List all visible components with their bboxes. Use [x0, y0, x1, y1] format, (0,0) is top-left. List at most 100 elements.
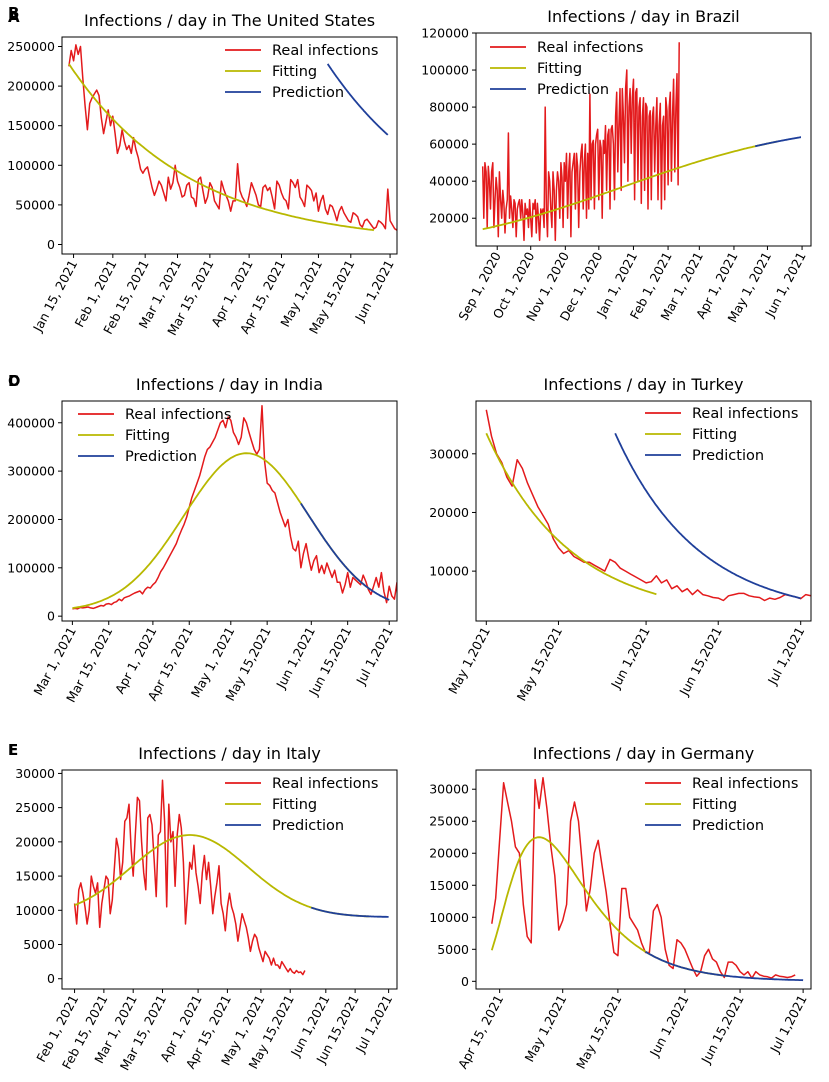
y-tick-label: 200000	[7, 79, 55, 94]
x-tick-label: May 15,2021	[514, 624, 566, 703]
y-tick-label: 25000	[429, 814, 469, 829]
legend-real-label: Real infections	[272, 776, 378, 792]
x-tick-label: Jun 1,2021	[351, 257, 396, 324]
y-tick-label: 0	[47, 609, 55, 624]
plot-frame	[61, 400, 398, 622]
series-prediction-line	[310, 906, 389, 918]
x-tick-label: May 1,2021	[522, 992, 570, 1064]
plot-area	[481, 42, 802, 242]
x-tick-label: May 1,2021	[445, 624, 493, 696]
series-fitting-line	[482, 140, 778, 231]
y-tick-label: 30000	[15, 766, 55, 781]
series-prediction-line	[614, 432, 801, 600]
series-prediction-line	[326, 63, 389, 136]
y-tick-label: 20000	[15, 834, 55, 849]
x-tick-label: Jul 1,2021	[767, 992, 810, 1055]
series-real-line	[481, 42, 680, 242]
y-tick-label: 100000	[7, 560, 55, 575]
legend-fitting-label: Fitting	[125, 428, 170, 444]
panel-letter: D	[8, 372, 20, 390]
panel-f: F Infections / day in Germany 0 5000 10000 15…	[8, 741, 812, 1071]
legend-real-label: Real infections	[537, 40, 643, 56]
y-tick-label: 0	[47, 237, 55, 252]
plot-area	[485, 409, 811, 602]
y-tick-label: 120000	[421, 26, 469, 41]
legend-prediction-label: Prediction	[125, 449, 197, 465]
y-tick-label: 100000	[421, 63, 469, 78]
series-fitting-line	[485, 432, 657, 596]
legend-fitting-label: Fitting	[272, 797, 317, 813]
y-tick-label: 5000	[437, 942, 469, 957]
series-real-line	[72, 405, 397, 610]
x-tick-label: Jun 1,2021	[646, 992, 691, 1059]
plot-area	[490, 776, 804, 982]
chart-title: Infections / day in The United States	[84, 11, 375, 30]
panel-letter: A	[8, 8, 20, 26]
legend-prediction-label: Prediction	[272, 818, 344, 834]
series-real-line	[491, 776, 796, 979]
panel-a: A Infections / day in The United States 0 5…	[7, 8, 398, 338]
y-tick-label: 30000	[429, 782, 469, 797]
y-tick-label: 0	[47, 971, 55, 986]
y-tick-label: 150000	[7, 118, 55, 133]
y-tick-label: 10000	[429, 910, 469, 925]
series-real-line	[485, 409, 811, 602]
panel-letter: F	[8, 741, 18, 759]
legend-real-label: Real infections	[692, 406, 798, 422]
y-tick-label: 100000	[7, 158, 55, 173]
y-tick-label: 25000	[15, 800, 55, 815]
panel-c: C Infections / day in India 0 100000 200000 3…	[7, 372, 398, 705]
series-real-line	[68, 44, 397, 231]
series-fitting-line	[68, 63, 375, 232]
chart-title: Infections / day in Italy	[138, 744, 321, 763]
series-prediction-line	[300, 502, 390, 601]
legend-real-label: Real infections	[692, 776, 798, 792]
series-prediction-line	[754, 136, 802, 148]
y-tick-label: 20000	[429, 846, 469, 861]
plot-frame	[475, 769, 812, 990]
y-tick-label: 20000	[429, 211, 469, 226]
y-tick-label: 80000	[429, 100, 469, 115]
series-real-line	[73, 779, 306, 976]
legend-fitting-label: Fitting	[272, 64, 317, 80]
x-tick-label: Jun 15,2021	[676, 624, 725, 698]
x-tick-label: Jun 15,2021	[698, 992, 747, 1066]
y-tick-label: 250000	[7, 39, 55, 54]
y-tick-label: 30000	[429, 446, 469, 461]
panel-letter: C	[8, 372, 19, 390]
x-tick-label: Jul 1,2021	[764, 624, 807, 687]
legend-prediction-label: Prediction	[692, 448, 764, 464]
plot-frame	[61, 769, 398, 990]
series-prediction-line	[645, 950, 804, 982]
chart-title: Infections / day in Germany	[533, 744, 754, 763]
y-tick-label: 300000	[7, 464, 55, 479]
y-tick-label: 0	[461, 974, 469, 989]
series-fitting-line	[72, 452, 372, 609]
y-tick-label: 10000	[429, 564, 469, 579]
x-tick-label: Jun 1,2021	[607, 624, 652, 691]
chart-title: Infections / day in India	[136, 375, 323, 394]
legend-prediction-label: Prediction	[692, 818, 764, 834]
y-tick-label: 40000	[429, 174, 469, 189]
y-tick-label: 400000	[7, 415, 55, 430]
y-tick-label: 200000	[7, 512, 55, 527]
legend-prediction-label: Prediction	[537, 82, 609, 98]
panel-e: E Infections / day in Italy 0 5000 10000 1500…	[8, 741, 398, 1073]
plot-frame	[475, 400, 812, 622]
x-tick-label: May 15,2021	[573, 992, 625, 1071]
chart-title: Infections / day in Turkey	[544, 375, 744, 394]
y-tick-label: 20000	[429, 505, 469, 520]
y-tick-label: 15000	[429, 878, 469, 893]
series-fitting-line	[490, 836, 729, 977]
plot-area	[72, 405, 397, 610]
plot-frame	[61, 36, 398, 255]
panel-letter: B	[8, 4, 19, 22]
plot-frame	[475, 32, 812, 247]
legend-prediction-label: Prediction	[272, 85, 344, 101]
legend-real-label: Real infections	[125, 407, 231, 423]
y-tick-label: 5000	[23, 937, 55, 952]
y-tick-label: 50000	[15, 197, 55, 212]
y-tick-label: 10000	[15, 903, 55, 918]
chart-title: Infections / day in Brazil	[547, 7, 740, 26]
